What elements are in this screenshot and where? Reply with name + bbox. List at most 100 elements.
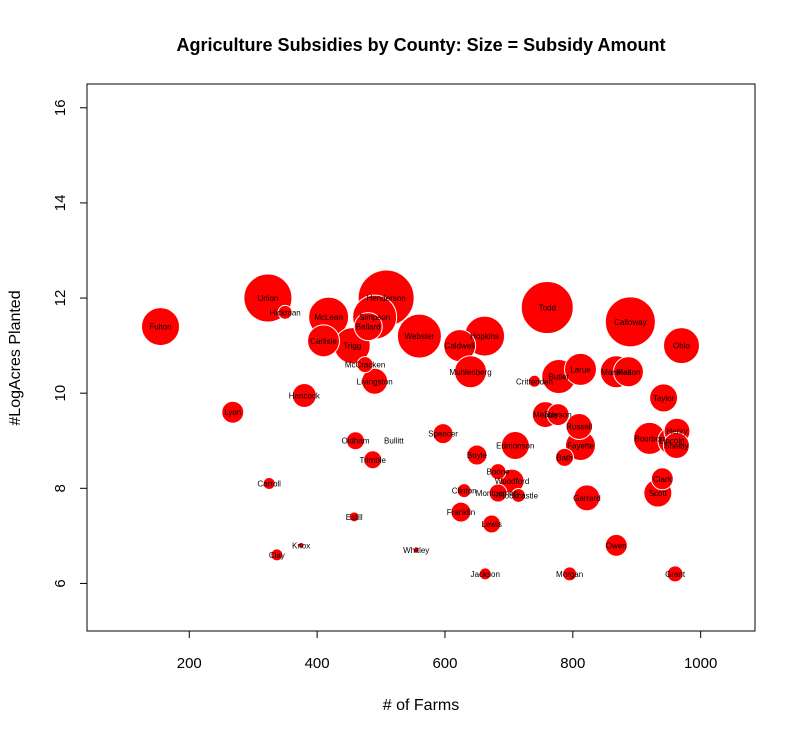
point-label: Muhlenberg <box>449 368 491 377</box>
point-label: Livingston <box>357 377 393 386</box>
bubble <box>662 327 700 365</box>
point-label: Franklin <box>447 508 475 517</box>
x-tick-label: 600 <box>432 655 457 672</box>
y-tick-label: 10 <box>52 385 69 402</box>
bubble <box>345 431 365 451</box>
bubble <box>291 383 317 409</box>
point-label: Ohio <box>673 342 690 351</box>
point-label: Boyle <box>467 451 488 460</box>
point-label: McLean <box>314 313 342 322</box>
point-label: McCracken <box>345 361 385 370</box>
point-label: Whitley <box>403 546 429 555</box>
point-label: Shelby <box>664 441 688 450</box>
bubble <box>432 423 454 445</box>
bubble <box>361 367 389 395</box>
point-label: Taylor <box>653 394 675 403</box>
bubble <box>563 352 597 386</box>
bubble <box>555 447 575 467</box>
point-label: Webster <box>405 332 435 341</box>
y-tick-label: 14 <box>52 195 69 212</box>
point-label: Crittenden <box>516 377 553 386</box>
point-label: Hancock <box>289 392 321 401</box>
bubble <box>348 511 360 523</box>
bubble <box>666 565 684 583</box>
bubble <box>565 412 593 440</box>
bubble <box>270 548 284 562</box>
point-label: Calloway <box>614 318 646 327</box>
point-label: Lewis <box>481 520 501 529</box>
bubble <box>612 356 644 388</box>
x-tick-label: 400 <box>305 655 330 672</box>
point-label: Knox <box>292 541 310 550</box>
bubble <box>412 546 420 554</box>
point-label: Mason <box>616 368 640 377</box>
bubble <box>454 355 488 389</box>
point-label: Bourbon <box>634 434 664 443</box>
bubble <box>450 501 472 523</box>
point-label: Lyon <box>224 408 241 417</box>
point-label: Simpson <box>359 313 390 322</box>
x-axis-label: # of Farms <box>383 697 459 714</box>
bubble <box>482 514 502 534</box>
y-tick-label: 8 <box>52 484 69 492</box>
x-axis: 200 400 600 800 1000 <box>177 631 717 672</box>
point-label: Spencer <box>428 430 458 439</box>
bubble <box>546 403 570 427</box>
point-label: Henry <box>666 427 687 436</box>
bubble <box>356 356 374 374</box>
point-label: Edmonson <box>496 441 534 450</box>
bubble-layer: Fulton Union Henderson Hickman McLean Simpson… <box>141 269 700 583</box>
bubble <box>221 400 245 424</box>
point-label: Henderson <box>367 294 406 303</box>
point-label: Carlisle <box>310 337 337 346</box>
bubble <box>478 567 492 581</box>
x-tick-label: 1000 <box>684 655 717 672</box>
y-tick-label: 6 <box>52 579 69 587</box>
plot-frame <box>86 83 756 632</box>
x-tick-label: 800 <box>560 655 585 672</box>
bubble <box>488 483 508 503</box>
y-tick-label: 16 <box>52 99 69 116</box>
point-label: Carroll <box>257 480 281 489</box>
bubble <box>649 383 679 413</box>
y-axis: 6 8 10 12 14 16 <box>52 99 87 588</box>
point-label: Oldham <box>341 437 369 446</box>
point-label: Lincoln <box>659 437 684 446</box>
bubble <box>489 463 507 481</box>
point-label: Ballard <box>356 323 381 332</box>
point-label: Bath <box>556 453 572 462</box>
bubble <box>500 430 530 460</box>
y-axis-label: #LogAcres Planted <box>7 290 24 425</box>
point-label: Butler <box>548 373 569 382</box>
bubble <box>604 296 656 348</box>
y-tick-label: 12 <box>52 290 69 307</box>
bubble <box>466 444 488 466</box>
point-label: Woodford <box>495 477 530 486</box>
point-label: Rockcastle <box>499 491 539 500</box>
point-label: Boone <box>486 468 510 477</box>
bubble <box>510 487 526 503</box>
point-label: Clark <box>653 475 673 484</box>
point-label: Trimble <box>360 456 387 465</box>
bubble <box>262 477 276 491</box>
point-label: Larue <box>570 365 591 374</box>
bubble <box>573 484 601 512</box>
point-label: Caldwell <box>445 342 475 351</box>
point-label: Clay <box>269 551 285 560</box>
point-label: Hopkins <box>470 332 499 341</box>
point-label: Jackson <box>471 570 500 579</box>
point-label: Trigg <box>343 342 361 351</box>
bubble <box>141 307 181 347</box>
bubble <box>520 281 574 335</box>
bubble <box>307 324 341 358</box>
point-label: Rayson <box>545 411 572 420</box>
point-label: Bullitt <box>384 437 404 446</box>
bubble <box>396 313 442 359</box>
chart-title: Agriculture Subsidies by County: Size = … <box>177 35 666 55</box>
point-label: Marshall <box>601 368 631 377</box>
bubble <box>277 304 293 320</box>
x-tick-label: 200 <box>177 655 202 672</box>
point-label: Scott <box>649 489 668 498</box>
point-label: Morgan <box>556 570 583 579</box>
